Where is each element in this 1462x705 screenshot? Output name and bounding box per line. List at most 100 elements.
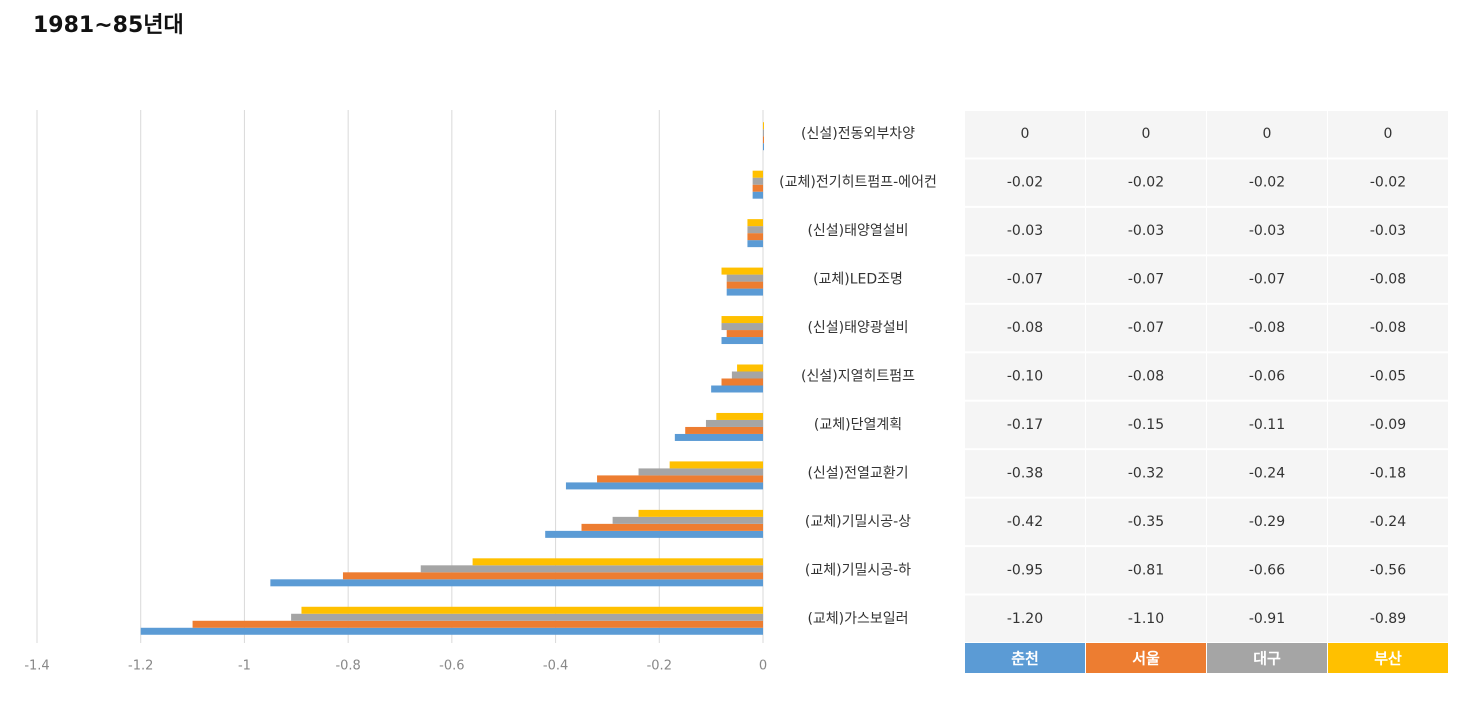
table-value: 0 <box>1263 126 1272 142</box>
table-value: -0.56 <box>1370 562 1406 578</box>
bar <box>763 143 764 151</box>
table-value: -0.66 <box>1249 562 1285 578</box>
table-cell <box>1207 207 1327 255</box>
legend-label: 서울 <box>1132 650 1160 668</box>
table-cell <box>965 498 1085 546</box>
table-value: -0.24 <box>1249 465 1285 481</box>
table-value: -0.03 <box>1007 223 1043 239</box>
table-cell <box>965 547 1085 594</box>
bar <box>638 468 763 476</box>
bar <box>752 191 763 199</box>
x-tick-label: -1 <box>238 659 251 674</box>
table-value: -0.17 <box>1007 417 1043 433</box>
table-value: -0.07 <box>1249 272 1285 288</box>
x-tick-label: -1.4 <box>24 659 49 674</box>
table-value: -0.89 <box>1370 611 1406 627</box>
bar <box>726 281 763 289</box>
bar <box>291 613 763 621</box>
table-cell <box>1207 547 1327 594</box>
category-label: (신설)전동외부차양 <box>801 126 915 142</box>
table-cell <box>1328 159 1448 206</box>
bar <box>472 558 763 566</box>
bar <box>342 572 763 580</box>
table-cell <box>1086 159 1206 206</box>
table-value: -0.02 <box>1007 175 1043 191</box>
table-cell <box>1086 111 1206 158</box>
table-cell <box>1328 547 1448 594</box>
table-value: -0.10 <box>1007 369 1043 385</box>
category-label: (교체)기밀시공-하 <box>805 562 911 578</box>
x-tick-label: -0.8 <box>335 659 360 674</box>
table-cell <box>1086 401 1206 449</box>
table-value: -0.02 <box>1370 175 1406 191</box>
table-value: -0.07 <box>1128 272 1164 288</box>
table-cell <box>1328 353 1448 400</box>
table-cell <box>1086 304 1206 352</box>
table-cell <box>1207 159 1327 206</box>
legend-swatch <box>1086 643 1206 673</box>
table-cell <box>1328 111 1448 158</box>
x-tick-label: 0 <box>759 659 767 674</box>
bar <box>763 122 764 130</box>
table-cell <box>1086 498 1206 546</box>
table-cell <box>1207 450 1327 497</box>
bar <box>705 419 763 427</box>
table-cell <box>1086 353 1206 400</box>
table-value: -0.32 <box>1128 465 1164 481</box>
table-cell <box>965 595 1085 642</box>
table-value: -1.10 <box>1128 611 1164 627</box>
table-value: -0.29 <box>1249 514 1285 530</box>
category-label: (신설)태양광설비 <box>807 320 908 336</box>
table-value: -0.03 <box>1249 223 1285 239</box>
bar <box>721 337 763 345</box>
table-value: -0.08 <box>1128 369 1164 385</box>
bar <box>669 461 763 469</box>
bar <box>752 184 763 192</box>
bar <box>726 330 763 338</box>
table-value: -0.08 <box>1249 320 1285 336</box>
table-cell <box>1328 498 1448 546</box>
table-value: 0 <box>1142 126 1151 142</box>
bar <box>721 267 763 275</box>
table-value: -0.08 <box>1007 320 1043 336</box>
table-value: -0.06 <box>1249 369 1285 385</box>
table-cell <box>965 401 1085 449</box>
bar <box>612 516 763 524</box>
table-cell <box>1328 401 1448 449</box>
category-label: (신설)전열교환기 <box>807 465 908 481</box>
bar <box>721 323 763 331</box>
bar <box>747 219 763 227</box>
table-cell <box>1207 401 1327 449</box>
x-tick-label: -0.6 <box>439 659 464 674</box>
table-value: -0.07 <box>1007 272 1043 288</box>
table-value: -0.18 <box>1370 465 1406 481</box>
table-cell <box>1086 547 1206 594</box>
bar <box>545 530 763 538</box>
table-value: -0.91 <box>1249 611 1285 627</box>
legend-label: 춘천 <box>1011 650 1039 668</box>
table-cell <box>965 450 1085 497</box>
table-value: -0.03 <box>1128 223 1164 239</box>
table-value: -0.38 <box>1007 465 1043 481</box>
table-value: -0.95 <box>1007 562 1043 578</box>
bar <box>763 129 764 137</box>
bar <box>716 412 763 420</box>
table-cell <box>965 304 1085 352</box>
bar <box>726 274 763 282</box>
table-value: -0.09 <box>1370 417 1406 433</box>
bar <box>726 288 763 296</box>
bar <box>270 579 763 587</box>
table-cell <box>1207 111 1327 158</box>
table-value: -0.08 <box>1370 272 1406 288</box>
table-value: -1.20 <box>1007 611 1043 627</box>
table-cell <box>965 159 1085 206</box>
table-value: -0.02 <box>1249 175 1285 191</box>
legend-label: 부산 <box>1374 650 1402 668</box>
legend-swatch <box>965 643 1085 673</box>
table-cell <box>1207 498 1327 546</box>
x-tick-label: -0.4 <box>543 659 568 674</box>
bar <box>747 226 763 234</box>
table-cell <box>1207 353 1327 400</box>
bar <box>752 177 763 185</box>
